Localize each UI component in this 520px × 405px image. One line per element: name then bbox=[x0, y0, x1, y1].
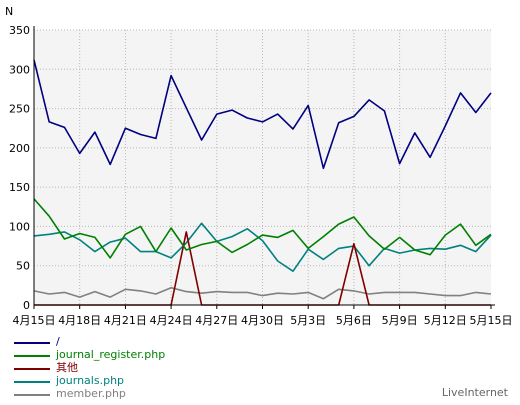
x-tick-label: 4月15日 bbox=[13, 314, 56, 327]
legend-swatch bbox=[14, 342, 50, 344]
y-tick-label: 150 bbox=[9, 181, 30, 194]
y-tick-label: 0 bbox=[23, 299, 30, 312]
x-tick-label: 5月3日 bbox=[290, 314, 326, 327]
y-tick-label: 300 bbox=[9, 63, 30, 76]
series-line-series-0 bbox=[33, 59, 492, 170]
x-tick-label: 4月27日 bbox=[195, 314, 238, 327]
legend-swatch bbox=[14, 368, 50, 370]
y-tick-label: 100 bbox=[9, 220, 30, 233]
legend-label: journals.php bbox=[56, 374, 125, 387]
line-chart: 0 50 100 150 200 250 300 350 4月15日 4月18日 4月21日 4月24… bbox=[5, 5, 513, 327]
legend-label: 其他 bbox=[56, 361, 78, 374]
x-tick-label: 4月21日 bbox=[104, 314, 147, 327]
x-tick-label: 4月18日 bbox=[58, 314, 101, 327]
x-tick-label: 5月9日 bbox=[382, 314, 418, 327]
x-tick-label: 5月12日 bbox=[424, 314, 467, 327]
legend-label: / bbox=[56, 335, 60, 348]
x-tick-label: 5月6日 bbox=[336, 314, 372, 327]
y-tick-label: 50 bbox=[16, 260, 30, 273]
brand-label: LiveInternet bbox=[441, 386, 508, 399]
x-tick-label: 4月30日 bbox=[241, 314, 284, 327]
legend-swatch bbox=[14, 355, 50, 357]
series-line-journal-register-php bbox=[33, 198, 492, 259]
y-tick-label: 200 bbox=[9, 142, 30, 155]
x-tick-label: 5月15日 bbox=[470, 314, 513, 327]
series-line-member-php bbox=[33, 286, 492, 300]
legend-label: journal_register.php bbox=[56, 348, 166, 361]
y-tick-label: 350 bbox=[9, 24, 30, 37]
plot-background bbox=[34, 30, 491, 305]
x-tick-label: 4月24日 bbox=[150, 314, 193, 327]
y-tick-label: 250 bbox=[9, 103, 30, 116]
legend-swatch bbox=[14, 381, 50, 383]
legend-swatch bbox=[14, 394, 50, 396]
legend-label: member.php bbox=[56, 387, 126, 400]
axes: 0 50 100 150 200 250 300 350 4月15日 4月18日 4月21日 4月24… bbox=[9, 24, 513, 327]
y-axis-label: N bbox=[5, 5, 13, 18]
